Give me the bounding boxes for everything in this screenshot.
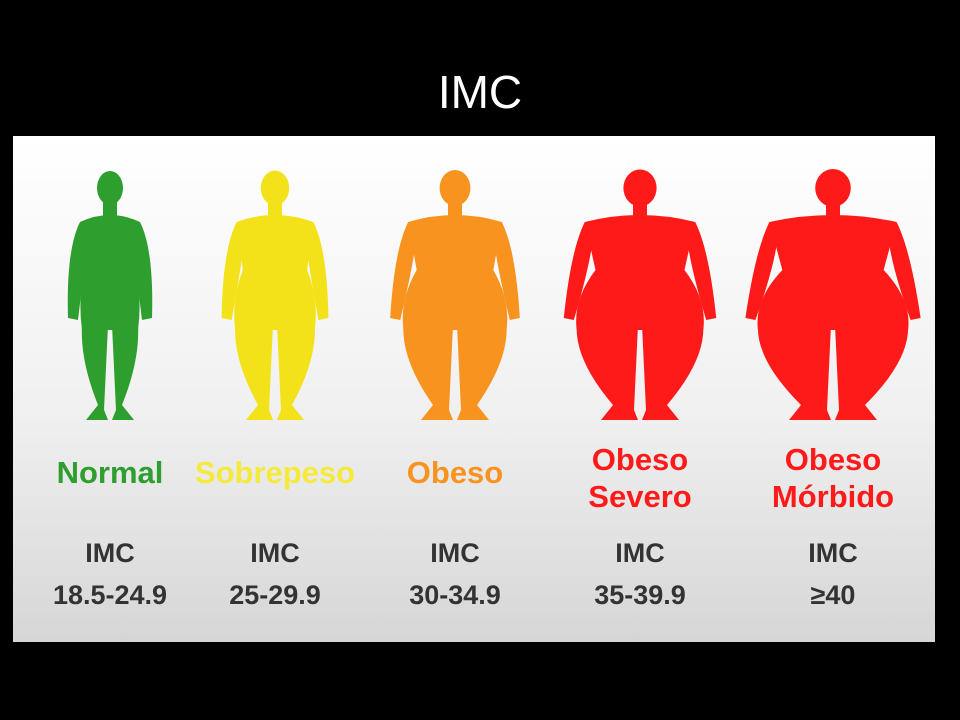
left-arm <box>745 222 778 320</box>
silhouette <box>745 169 921 420</box>
right-arm <box>132 222 153 320</box>
left-leg <box>235 325 273 420</box>
category-label: Severo <box>588 479 691 514</box>
range-label: 30-34.9 <box>409 580 501 610</box>
neck <box>268 200 282 216</box>
range-label: 18.5-24.9 <box>53 580 167 610</box>
category-label: Obeso <box>407 455 503 490</box>
head <box>439 170 471 206</box>
category-label: Sobrepeso <box>195 455 355 490</box>
index-label: IMC <box>85 538 135 568</box>
left-arm <box>67 222 88 320</box>
index-label: IMC <box>430 538 480 568</box>
silhouette <box>390 170 520 420</box>
right-leg <box>835 325 909 420</box>
neck <box>448 200 462 216</box>
neck <box>103 200 117 216</box>
range-label: 35-39.9 <box>594 580 686 610</box>
torso <box>234 215 316 330</box>
torso <box>80 215 140 330</box>
left-arm <box>563 222 593 320</box>
neck <box>826 200 840 216</box>
index-label: IMC <box>250 538 300 568</box>
right-arm <box>687 222 717 320</box>
torso <box>402 215 508 330</box>
head <box>260 170 290 206</box>
category-label: Normal <box>57 455 164 490</box>
left-arm <box>390 222 417 320</box>
head <box>623 169 657 207</box>
left-leg <box>403 325 453 420</box>
silhouette <box>563 169 717 420</box>
slide-title: IMC <box>438 66 522 118</box>
index-label: IMC <box>808 538 858 568</box>
right-leg <box>112 325 139 420</box>
category-label: Obeso <box>592 442 688 477</box>
torso <box>757 215 909 330</box>
index-label: IMC <box>615 538 665 568</box>
silhouette <box>221 170 329 420</box>
right-arm <box>305 222 329 320</box>
category-label: Obeso <box>785 442 881 477</box>
neck <box>633 200 647 216</box>
range-label: 25-29.9 <box>229 580 321 610</box>
left-arm <box>221 222 245 320</box>
left-leg <box>576 325 638 420</box>
category-label: Mórbido <box>772 479 894 514</box>
torso <box>576 215 704 330</box>
right-arm <box>888 222 921 320</box>
right-arm <box>493 222 520 320</box>
right-leg <box>457 325 507 420</box>
left-leg <box>81 325 108 420</box>
silhouette <box>67 171 153 420</box>
right-leg <box>277 325 315 420</box>
head <box>815 169 851 207</box>
right-leg <box>642 325 704 420</box>
left-leg <box>757 325 831 420</box>
columns: Normal IMC 18.5-24.9 Sobrepeso IMC 25-29.9 Obe… <box>53 169 921 610</box>
range-label: ≥40 <box>811 580 856 610</box>
head <box>97 171 123 205</box>
